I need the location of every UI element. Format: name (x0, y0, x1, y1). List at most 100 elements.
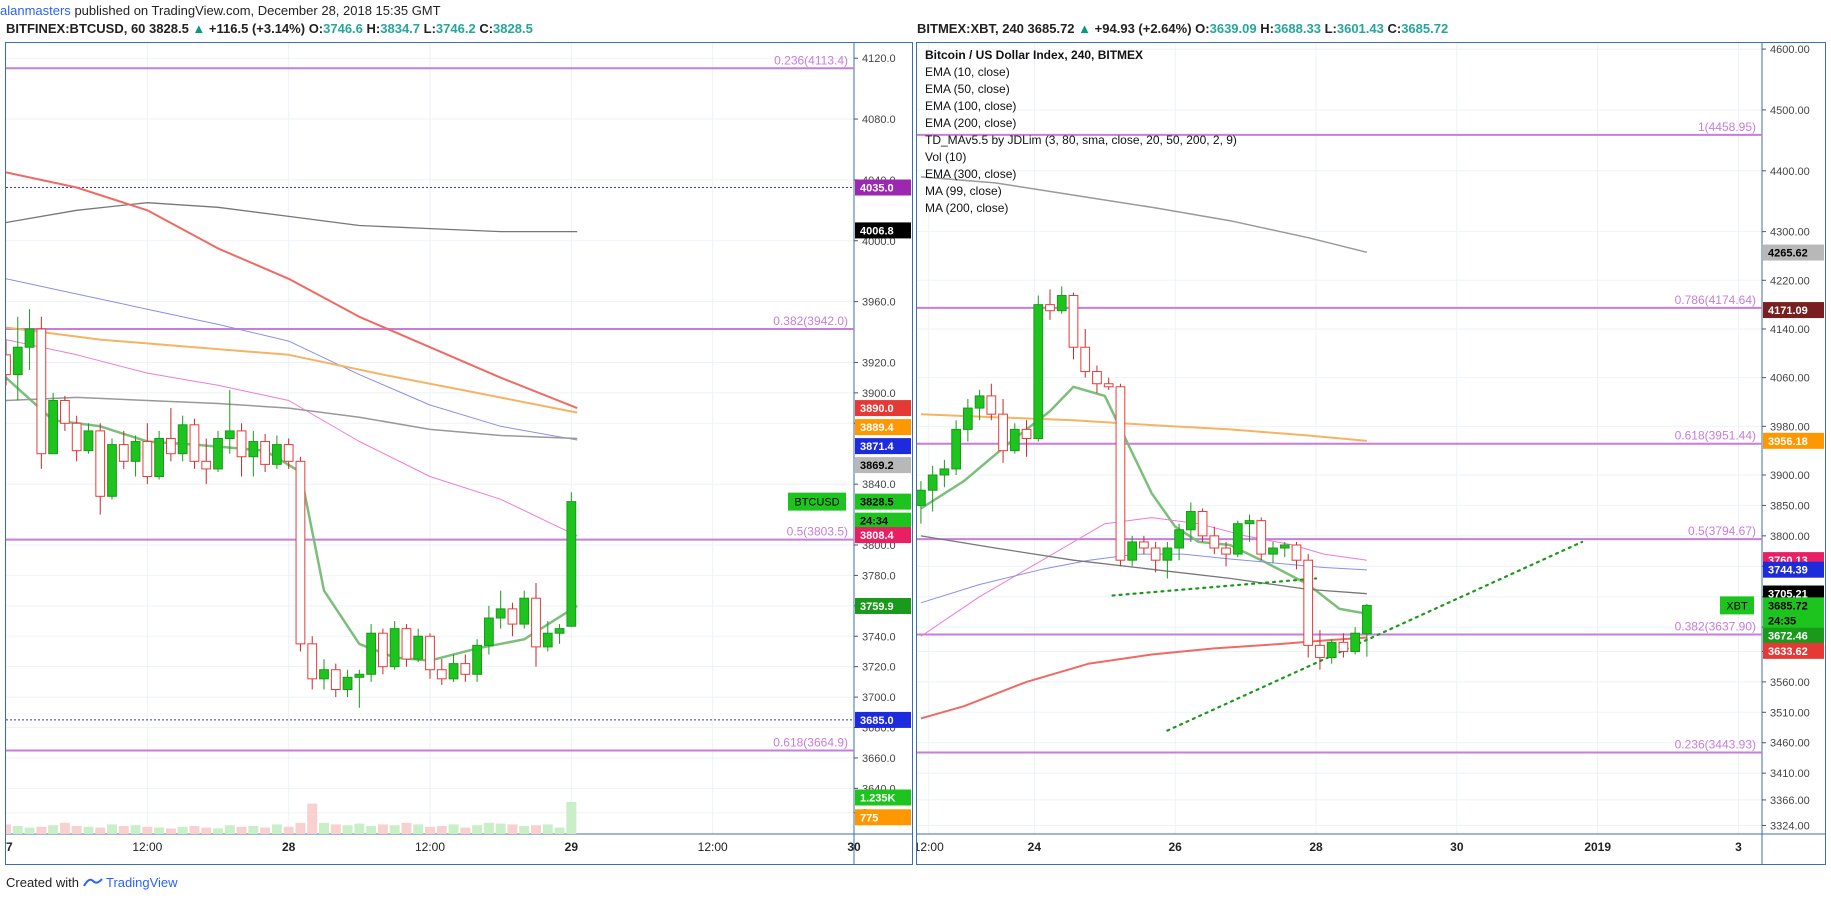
candle (1174, 523, 1184, 561)
price-tick-label: 3410.00 (1770, 768, 1810, 780)
candle (1092, 365, 1102, 393)
volume-bar (507, 824, 518, 834)
volume-bars (6, 802, 577, 834)
volume-bar (95, 827, 106, 834)
volume-bar (177, 826, 188, 834)
candle (1150, 541, 1161, 573)
candle-body (436, 669, 447, 680)
price-label-text: 3956.18 (1768, 436, 1808, 448)
candle-body (1150, 547, 1161, 561)
symbol-tag-bg (1720, 596, 1754, 615)
candle (554, 624, 565, 644)
candle (460, 654, 471, 682)
right-chart-pane[interactable]: 1(4458.95) 0.786(4174.64) 0.618(3951.44) 0.… (916, 42, 1826, 865)
tradingview-logo-icon (82, 874, 103, 887)
price-label-bg (855, 711, 911, 728)
right-chart-svg[interactable]: 1(4458.95) 0.786(4174.64) 0.618(3951.44) 0.… (917, 43, 1825, 864)
candle-body (283, 444, 294, 462)
candle-body (413, 635, 424, 660)
left-chart-pane[interactable]: 0.236(4113.4) 0.382(3942.0) 0.5(3803.5) 0.6… (5, 42, 913, 865)
volume-bar (71, 826, 82, 834)
author-link[interactable]: alanmasters (0, 3, 71, 18)
candle-body (389, 628, 400, 668)
candle (986, 383, 997, 421)
time-axis: 12:00 24 26 28 30 2019 3 (917, 840, 1742, 854)
volume-bar (413, 824, 424, 834)
candle (1303, 554, 1314, 658)
left-chart-svg[interactable]: 0.236(4113.4) 0.382(3942.0) 0.5(3803.5) 0.6… (6, 43, 912, 864)
volume-bar (154, 827, 165, 834)
candle (531, 583, 541, 667)
price-label-text: 3685.0 (860, 715, 894, 727)
candle-body (177, 424, 188, 455)
candle-body (95, 430, 106, 497)
fib-levels: 0.236(4113.4) 0.382(3942.0) 0.5(3803.5) 0.6… (6, 53, 854, 752)
right-symbol: BITMEX:XBT, 240 (917, 21, 1024, 36)
price-label-text: 3871.4 (860, 441, 895, 453)
tradingview-brand[interactable]: TradingView (106, 875, 178, 890)
candles (6, 309, 577, 708)
candle-body (83, 430, 94, 452)
left-symbol: BITFINEX:BTCUSD, 60 (6, 21, 146, 36)
candle-body (1256, 520, 1267, 555)
price-label-bg (855, 222, 911, 239)
price-label: 3759.9 (855, 597, 911, 614)
candle-body (166, 438, 176, 455)
candle (1256, 517, 1267, 561)
candle (71, 415, 82, 462)
candle (1009, 423, 1020, 454)
volume-bar (436, 826, 447, 834)
candle-body (1350, 632, 1361, 652)
price-label-bg (1763, 597, 1824, 614)
price-tick-label: 3366.00 (1770, 795, 1810, 807)
candle-body (1185, 511, 1196, 531)
candle-body (378, 632, 388, 668)
candle-body (1279, 544, 1290, 549)
fib-label: 1(4458.95) (1698, 120, 1756, 134)
candle-body (939, 468, 950, 476)
left-low-label: L: (423, 21, 436, 36)
candle (201, 438, 212, 485)
left-chart-title: BITFINEX:BTCUSD, 60 3828.5 ▲ +116.5 (+3.… (6, 20, 533, 38)
price-label: 24:35 (1763, 612, 1824, 629)
price-label: 3828.5 (855, 493, 911, 510)
series-line-ema-300 (6, 396, 578, 440)
price-label: 3889.4 (855, 419, 911, 436)
candle (1221, 541, 1231, 567)
volume-bar (401, 822, 412, 834)
candle (1279, 541, 1290, 558)
series-line-ma-99 (6, 202, 578, 233)
price-label-text: 775 (860, 812, 878, 824)
candle (1068, 292, 1079, 360)
legend-item: Bitcoin / US Dollar Index, 240, BITMEX (925, 48, 1143, 62)
candle-body (354, 673, 365, 678)
price-label-text: 4171.09 (1768, 305, 1808, 317)
candle-body (307, 643, 318, 680)
volume-bar (118, 826, 129, 834)
candle (974, 389, 985, 421)
candle (60, 395, 70, 431)
price-label: 3672.46 (1763, 627, 1824, 644)
candle-body (519, 597, 530, 625)
series-line-ema-200 (920, 413, 1367, 442)
price-label-bg (855, 809, 911, 826)
candle-body (1303, 559, 1314, 646)
candle-body (1315, 644, 1325, 659)
volume-bar (460, 827, 471, 834)
fib-label: 0.786(4174.64) (1675, 293, 1756, 307)
volume-bar (36, 826, 47, 834)
price-label-bg (855, 457, 911, 474)
volume-bar (377, 824, 388, 834)
grid (917, 43, 1762, 834)
price-tick-label: 3850.00 (1770, 500, 1810, 512)
volume-bar (224, 825, 235, 834)
volume-bar (189, 826, 200, 834)
price-label: 1.235K (855, 789, 911, 806)
candle (12, 316, 23, 401)
candle (1209, 526, 1220, 555)
price-label-text: 3890.0 (860, 403, 894, 415)
indicator-lines (6, 171, 578, 662)
candle (189, 418, 200, 469)
candle (24, 309, 35, 371)
candle-body (927, 474, 938, 491)
